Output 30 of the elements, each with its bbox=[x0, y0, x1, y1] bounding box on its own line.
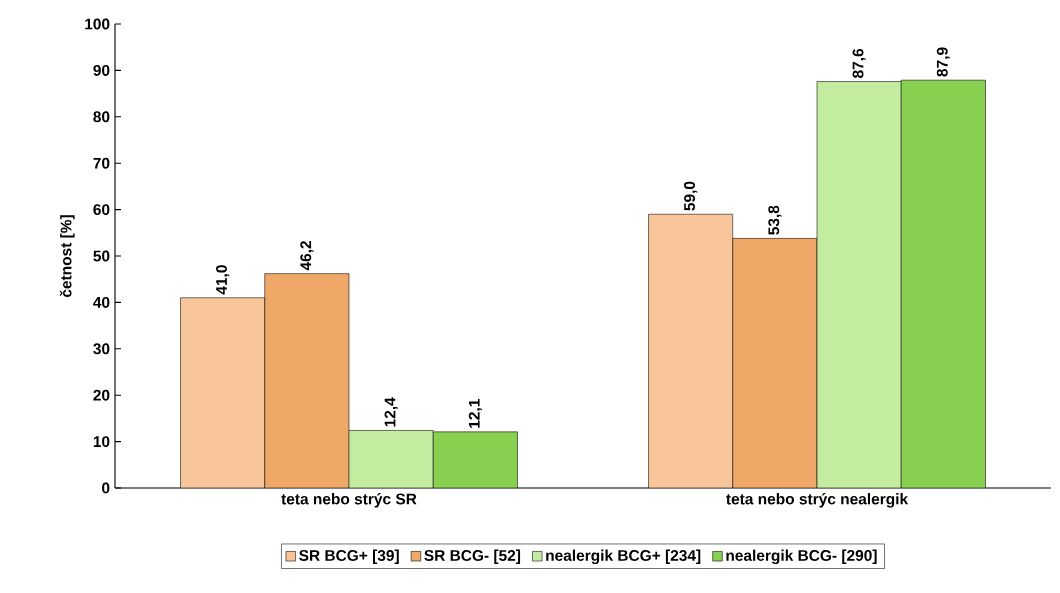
data-label: 12,4 bbox=[384, 397, 398, 427]
data-label: 41,0 bbox=[216, 265, 230, 295]
bar bbox=[264, 273, 350, 488]
y-tick-label: 50 bbox=[93, 250, 110, 262]
data-label: 12,1 bbox=[468, 399, 482, 428]
y-tick-label: 90 bbox=[93, 64, 110, 76]
legend-label: nealergik BCG+ [234] bbox=[546, 549, 701, 565]
y-tick-label: 70 bbox=[93, 157, 110, 169]
y-tick-label: 60 bbox=[93, 204, 110, 216]
data-label: 46,2 bbox=[300, 241, 314, 271]
y-tick-label: 20 bbox=[93, 389, 110, 401]
bar bbox=[432, 431, 518, 488]
data-label: 53,8 bbox=[768, 205, 782, 235]
legend-label: SR BCG- [52] bbox=[424, 549, 521, 564]
legend-label: SR BCG+ [39] bbox=[299, 549, 399, 564]
y-axis-title: četnost [%] bbox=[59, 215, 75, 298]
y-tick-label: 80 bbox=[93, 111, 110, 123]
x-tick-label: teta nebo strýc SR bbox=[281, 492, 417, 508]
y-tick-label: 40 bbox=[93, 296, 110, 308]
x-tick-label: teta nebo strýc nealergik bbox=[726, 492, 909, 508]
y-tick-label: 10 bbox=[93, 436, 110, 448]
data-label: 87,6 bbox=[852, 48, 866, 78]
y-tick-label: 30 bbox=[93, 343, 110, 355]
y-tick-label: 100 bbox=[85, 18, 110, 30]
bar bbox=[732, 238, 818, 488]
data-label: 59,0 bbox=[684, 181, 698, 211]
bar bbox=[900, 79, 986, 488]
y-tick-label: 0 bbox=[102, 482, 110, 494]
legend-label: nealergik BCG- [290] bbox=[726, 549, 877, 565]
data-label: 87,9 bbox=[936, 47, 950, 77]
